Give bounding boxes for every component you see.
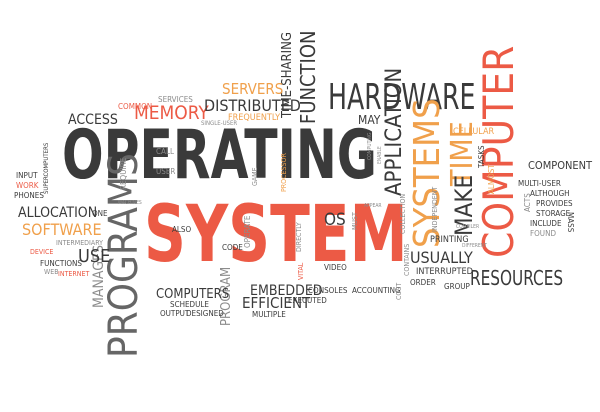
word-supercomputers: SUPERCOMPUTERS [43, 142, 50, 194]
word-must: MUST [351, 212, 359, 230]
word-resources: RESOURCES [470, 266, 564, 290]
word-web: WEB [44, 268, 59, 276]
word-mass: MASS [566, 212, 575, 233]
word-systems: SYSTEMS [407, 98, 448, 248]
word-call: CALL [156, 147, 174, 156]
word-appear: APPEAR [364, 203, 382, 209]
word-software: SOFTWARE [22, 220, 102, 239]
word-tasks: TASKS [477, 145, 486, 168]
word-printing: PRINTING [430, 235, 469, 245]
word-computing: COMPUTING [367, 132, 373, 161]
word-found: FOUND [530, 229, 556, 238]
word-multiple: MULTIPLE [252, 310, 286, 319]
word-component: COMPONENT [528, 159, 593, 172]
word-multi-user: MULTI-USER [518, 179, 561, 188]
word-device: DEVICE [30, 248, 54, 256]
word-common: COMMON [118, 102, 153, 111]
word-vital: VITAL [297, 262, 305, 280]
word-different: DIFFERENT [462, 243, 487, 249]
word-hardware: HARDWARE [328, 77, 476, 118]
word-work: WORK [16, 181, 39, 190]
word-processor: PROCESSOR [280, 153, 288, 192]
word-directly: DIRECTLY [295, 222, 303, 252]
word-almost: ALMOST [487, 164, 496, 194]
word-cost: COST [395, 282, 403, 300]
word-efficient: EFFICIENT [242, 294, 311, 312]
word-operating: OPERATING [62, 116, 377, 195]
word-group: GROUP [444, 282, 470, 291]
word-independent: INDEPENDENT [431, 186, 439, 232]
word-system: SYSTEM [144, 190, 408, 280]
word-order: ORDER [410, 278, 436, 287]
word-storage: STORAGE [536, 209, 571, 218]
word-acts: ACTS [523, 193, 532, 212]
word-usually: USUALLY [410, 248, 473, 267]
word-interrupted: INTERRUPTED [416, 267, 473, 277]
word-designed: DESIGNED [186, 309, 224, 318]
word-output: OUTPUT [160, 309, 190, 318]
word-services: SERVICES [158, 95, 193, 104]
word-require: REQUIRE [119, 157, 128, 190]
word-also: ALSO [172, 225, 192, 234]
word-application: APPLICATION [382, 67, 407, 196]
word-collection: COLLECTION [399, 193, 407, 234]
word-internet: INTERNET [58, 270, 90, 278]
word-compiler: COMPILER [456, 224, 480, 230]
word-game: GAME [251, 167, 259, 186]
word-function: FUNCTION [296, 30, 320, 124]
word-although: ALTHOUGH [530, 189, 570, 198]
word-computers: COMPUTERS [156, 287, 230, 302]
word-memory: MEMORY [134, 102, 209, 124]
word-allocation: ALLOCATION [18, 205, 98, 221]
word-machines: MACHINES [118, 200, 142, 206]
word-input: INPUT [16, 171, 38, 180]
word-accounting: ACCOUNTING [352, 286, 401, 295]
word-distributed: DISTRIBUTED [204, 96, 301, 115]
word-schedule: SCHEDULE [170, 300, 209, 309]
word-executed: EXECUTED [288, 296, 327, 305]
word-one: ONE [92, 209, 108, 218]
word-functions: FUNCTIONS [40, 259, 82, 268]
word-user: USER [156, 167, 176, 176]
word-code: CODE [222, 243, 243, 252]
word-provides: PROVIDES [536, 199, 573, 208]
word-cellular: CELLULAR [453, 127, 495, 137]
word-enable: ENABLE [377, 146, 383, 164]
word-use: USE [78, 246, 111, 267]
word-may: MAY [358, 113, 381, 127]
word-phones: PHONES [14, 191, 44, 200]
word-include: INCLUDE [530, 219, 562, 228]
word-consoles: CONSOLES [308, 286, 348, 295]
word-servers: SERVERS [222, 80, 284, 98]
word-os: OS [324, 210, 346, 230]
word-access: ACCESS [68, 112, 118, 128]
word-embedded: EMBEDDED [250, 283, 323, 299]
word-single-user: SINGLE-USER [201, 120, 238, 127]
word-operate: OPERATE [243, 215, 252, 248]
word-video: VIDEO [324, 263, 347, 272]
word-frequently: FREQUENTLY [228, 113, 281, 123]
word-intermediary: INTERMEDIARY [56, 239, 103, 247]
